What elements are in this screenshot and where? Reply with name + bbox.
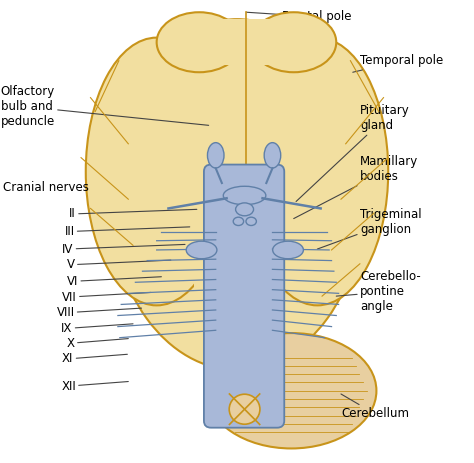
Ellipse shape <box>246 38 388 306</box>
Ellipse shape <box>109 19 365 370</box>
Text: VIII: VIII <box>56 306 142 319</box>
Ellipse shape <box>156 12 242 72</box>
Ellipse shape <box>186 241 217 259</box>
Ellipse shape <box>251 12 336 72</box>
Ellipse shape <box>86 38 228 306</box>
Text: II: II <box>69 207 197 220</box>
Text: Pituitary
gland: Pituitary gland <box>296 104 410 201</box>
Text: Cerebellum: Cerebellum <box>341 394 409 420</box>
Text: XI: XI <box>62 352 128 365</box>
Ellipse shape <box>223 186 266 205</box>
Text: X: X <box>67 337 128 350</box>
Text: Trigeminal
ganglion: Trigeminal ganglion <box>318 208 421 249</box>
Text: V: V <box>67 258 171 271</box>
FancyBboxPatch shape <box>204 164 284 428</box>
Text: Cerebello-
pontine
angle: Cerebello- pontine angle <box>336 270 420 313</box>
Text: XII: XII <box>61 380 128 393</box>
Ellipse shape <box>236 203 254 216</box>
Ellipse shape <box>233 217 244 225</box>
Text: Cranial nerves: Cranial nerves <box>3 181 89 194</box>
Text: VII: VII <box>62 291 151 304</box>
Text: Frontal pole: Frontal pole <box>246 10 351 23</box>
Text: VI: VI <box>67 275 161 288</box>
Text: Mamillary
bodies: Mamillary bodies <box>294 155 418 219</box>
Text: IX: IX <box>61 322 133 335</box>
Ellipse shape <box>206 333 376 449</box>
Ellipse shape <box>229 394 260 424</box>
Bar <box>194 24 280 324</box>
Ellipse shape <box>264 143 281 168</box>
Ellipse shape <box>208 143 224 168</box>
Text: IV: IV <box>62 243 185 256</box>
Text: III: III <box>64 225 190 238</box>
Text: Temporal pole: Temporal pole <box>353 54 443 72</box>
Text: Olfactory
bulb and
peduncle: Olfactory bulb and peduncle <box>0 85 209 128</box>
Ellipse shape <box>273 241 303 259</box>
Ellipse shape <box>246 217 256 225</box>
Bar <box>199 19 294 65</box>
